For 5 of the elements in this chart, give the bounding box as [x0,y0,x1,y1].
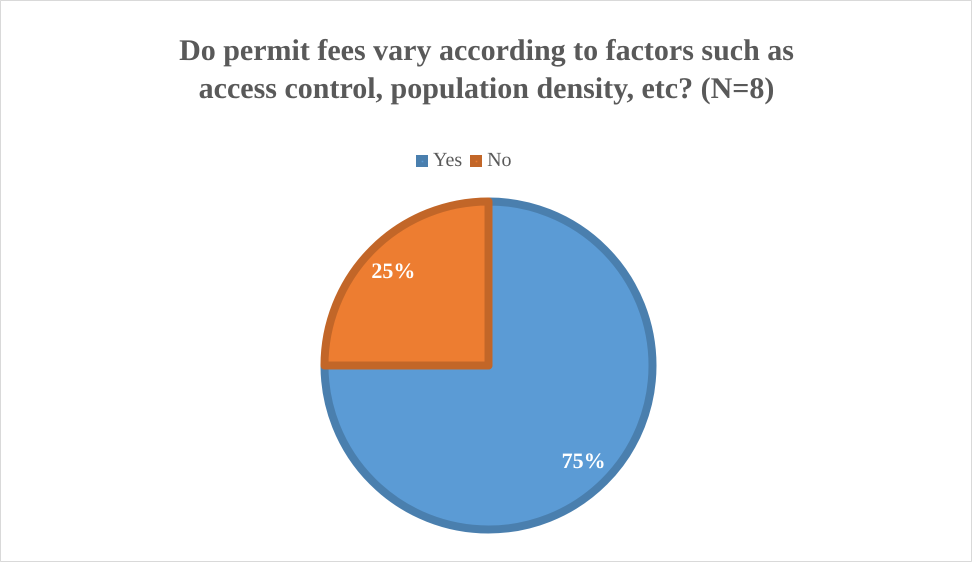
data-label: 75% [562,448,606,474]
chart-title: Do permit fees vary according to factors such as access control, population density, etc? (N=8) [179,34,794,105]
legend-label: Yes [433,149,462,172]
data-label: 25% [371,258,416,283]
legend-label: No [487,149,512,172]
